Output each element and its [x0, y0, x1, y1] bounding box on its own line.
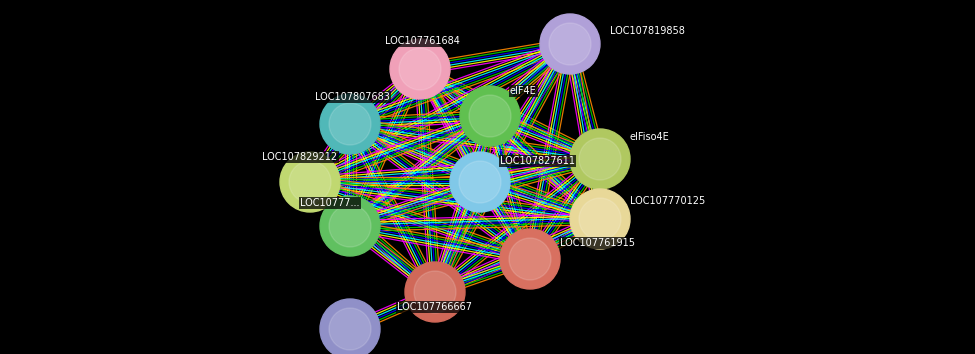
- Circle shape: [570, 129, 630, 189]
- Text: LOC107807683: LOC107807683: [315, 92, 389, 102]
- Circle shape: [329, 205, 371, 247]
- Circle shape: [540, 14, 600, 74]
- Circle shape: [320, 196, 380, 256]
- Circle shape: [500, 229, 560, 289]
- Text: LOC107770125: LOC107770125: [630, 196, 705, 206]
- Circle shape: [399, 48, 441, 90]
- Circle shape: [579, 198, 621, 240]
- Circle shape: [460, 86, 520, 146]
- Text: LOC107761684: LOC107761684: [384, 36, 459, 46]
- Circle shape: [329, 103, 371, 145]
- Circle shape: [549, 23, 591, 65]
- Circle shape: [289, 161, 331, 203]
- Circle shape: [320, 299, 380, 354]
- Text: LOC107766667: LOC107766667: [398, 302, 473, 312]
- Circle shape: [405, 262, 465, 322]
- Text: LOC107829212: LOC107829212: [262, 152, 337, 162]
- Circle shape: [570, 189, 630, 249]
- Text: LOC107819858: LOC107819858: [610, 26, 684, 36]
- Text: eIF4E: eIF4E: [510, 86, 537, 96]
- Circle shape: [414, 271, 456, 313]
- Text: eIFiso4E: eIFiso4E: [630, 132, 670, 142]
- Circle shape: [320, 94, 380, 154]
- Circle shape: [459, 161, 501, 203]
- Circle shape: [450, 152, 510, 212]
- Text: LOC10777...: LOC10777...: [300, 198, 360, 208]
- Circle shape: [469, 95, 511, 137]
- Circle shape: [509, 238, 551, 280]
- Circle shape: [280, 152, 340, 212]
- Circle shape: [329, 308, 371, 350]
- Text: LOC107761915: LOC107761915: [560, 238, 635, 248]
- Text: LOC107827611: LOC107827611: [500, 156, 575, 166]
- Circle shape: [390, 39, 450, 99]
- Circle shape: [579, 138, 621, 180]
